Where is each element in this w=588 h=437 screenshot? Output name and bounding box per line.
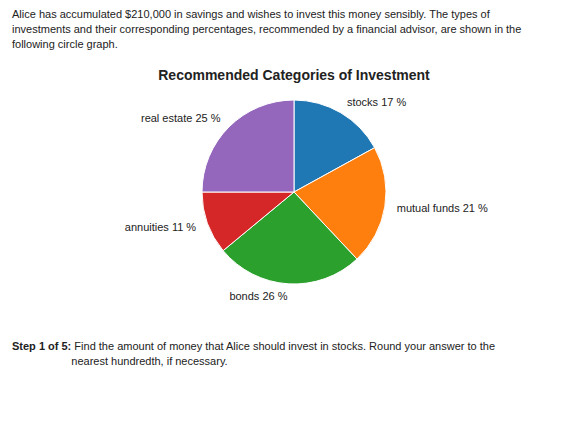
chart: Alice has accumulated $210,000 in saving… (0, 0, 588, 437)
slice-label: real estate 25 % (141, 112, 221, 124)
header-text: Alice has accumulated $210,000 in saving… (12, 8, 521, 50)
slice-label: mutual funds 21 % (397, 202, 488, 214)
header-text-line: Alice has accumulated $210,000 in saving… (12, 8, 491, 20)
slice-label: stocks 17 % (347, 96, 407, 108)
footer-text-line: Find the amount of money that Alice shou… (71, 340, 495, 352)
slice-label: bonds 26 % (229, 290, 287, 302)
slice-labels: stocks 17 % mutual funds 21 % bonds 26 % an… (125, 96, 488, 301)
slice-label: annuities 11 % (125, 221, 197, 233)
footer-text-line: nearest hundredth, if necessary. (71, 355, 227, 367)
header-text-line: investments and their corresponding perc… (12, 23, 521, 35)
title: Recommended Categories of Investment (158, 67, 430, 83)
footer-bold: Step 1 of 5: (12, 340, 71, 352)
footer-text: Find the amount of money that Alice shou… (71, 340, 495, 367)
pie (202, 100, 386, 284)
slice (202, 192, 294, 251)
header-text-line: following circle graph. (12, 38, 118, 50)
